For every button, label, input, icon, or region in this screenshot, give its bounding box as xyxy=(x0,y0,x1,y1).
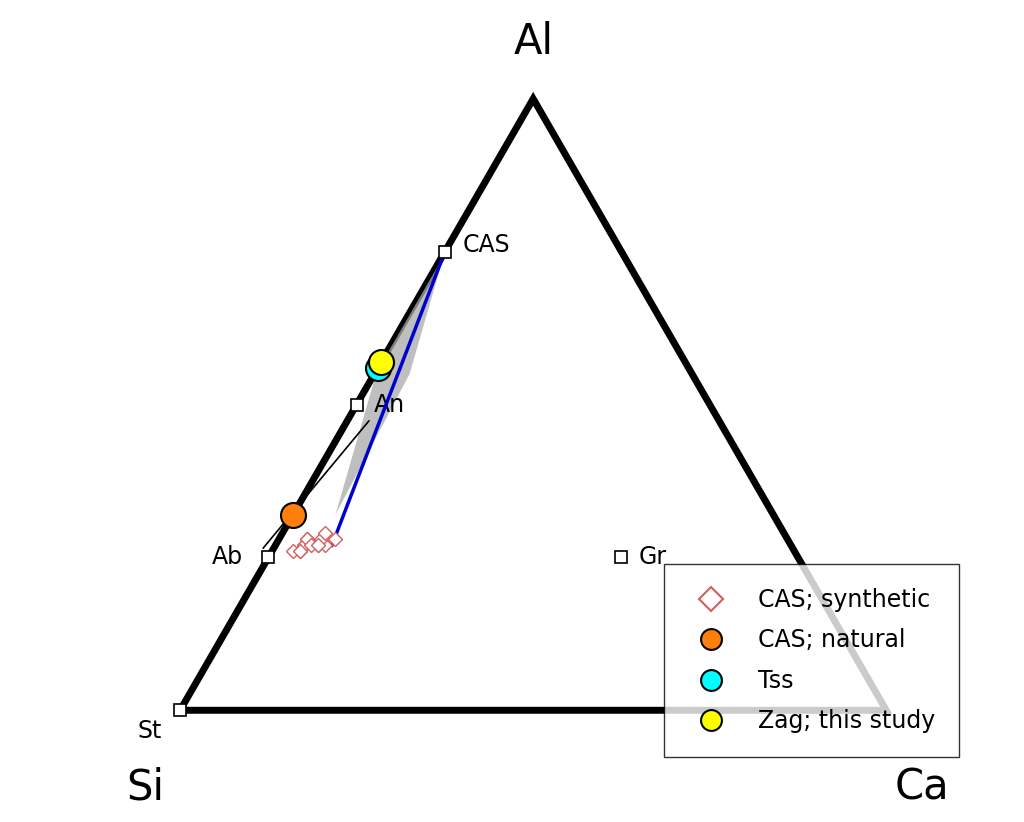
Text: Al: Al xyxy=(513,21,553,63)
Polygon shape xyxy=(336,252,444,515)
Text: Si: Si xyxy=(126,767,164,809)
Text: CAS: CAS xyxy=(463,233,510,256)
Legend: CAS; synthetic, CAS; natural, Tss, Zag; this study: CAS; synthetic, CAS; natural, Tss, Zag; … xyxy=(664,564,959,757)
Text: St: St xyxy=(138,719,162,743)
Text: Ca: Ca xyxy=(894,767,949,809)
Text: Gr: Gr xyxy=(639,546,668,570)
Text: Ab: Ab xyxy=(212,546,243,570)
Text: An: An xyxy=(375,393,406,417)
